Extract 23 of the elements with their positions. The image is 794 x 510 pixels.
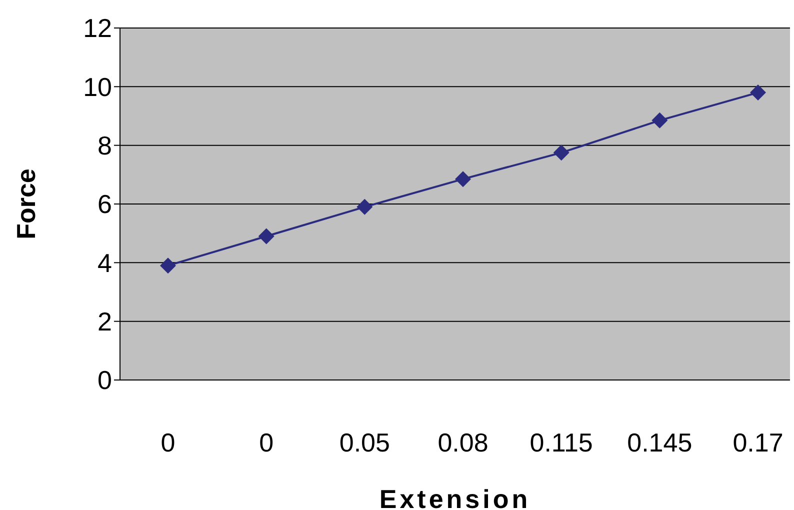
y-tick-label: 10 bbox=[83, 72, 112, 102]
point bbox=[455, 171, 471, 188]
x-tick-label: 0.08 bbox=[438, 427, 488, 458]
y-tick-label: 12 bbox=[83, 13, 112, 44]
point bbox=[553, 144, 570, 161]
x-tick-label: 0.05 bbox=[339, 427, 390, 458]
x-tick-label: 0.145 bbox=[627, 427, 692, 458]
point bbox=[356, 198, 373, 215]
x-tick-label: 0.17 bbox=[732, 427, 784, 458]
y-tick-label: 6 bbox=[98, 189, 112, 220]
x-tick-label: 0.115 bbox=[530, 427, 593, 458]
point bbox=[652, 112, 668, 128]
point bbox=[258, 228, 274, 244]
x-axis-title: Extension bbox=[379, 484, 531, 510]
y-tick-label: 8 bbox=[98, 130, 112, 161]
x-tick-label: 0 bbox=[160, 427, 176, 458]
y-tick-label: 2 bbox=[98, 306, 112, 337]
x-tick-label: 0 bbox=[259, 427, 274, 458]
point bbox=[750, 84, 766, 101]
y-axis-title: Force bbox=[11, 168, 42, 240]
point bbox=[160, 258, 176, 274]
y-tick-label: 0 bbox=[98, 365, 112, 396]
y-tick-label: 4 bbox=[98, 248, 112, 278]
